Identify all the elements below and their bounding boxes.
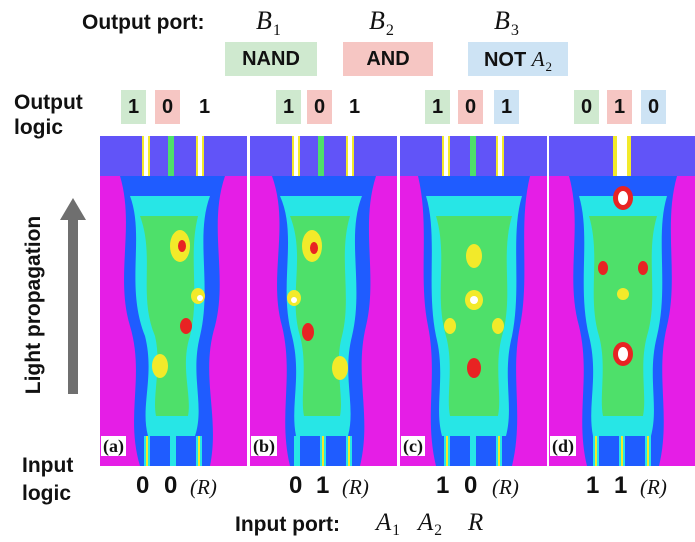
panel-d-output-bit-2: 1 <box>607 90 632 124</box>
output-port-b2: B2 <box>369 6 394 40</box>
panel-c-input-bit-2: 0 <box>464 472 478 499</box>
output-port-b2-sub: 2 <box>385 21 394 39</box>
panel-d-input-bit-2: 1 <box>614 472 628 499</box>
input-port-a1: A1 <box>376 508 400 541</box>
panel-d-input-bit-1: 1 <box>586 472 600 499</box>
output-logic-line-1: Output <box>14 91 83 114</box>
simulation-panel-a: (a) <box>100 136 247 466</box>
gate-not-prefix: NOT <box>483 49 527 71</box>
output-port-b2-name: B <box>369 6 385 35</box>
output-logic-label: Output logic <box>14 90 83 140</box>
panel-b-output-bit-3: 1 <box>348 96 361 118</box>
field-map-b <box>250 136 397 466</box>
panel-a-output-bit-2: 0 <box>155 90 180 124</box>
gate-not-var-sub: 2 <box>545 58 553 74</box>
input-port-a1-name: A <box>376 509 392 536</box>
output-port-b3-sub: 3 <box>510 21 519 39</box>
input-logic-label: Input logic <box>22 452 73 508</box>
output-port-b3: B3 <box>494 6 519 40</box>
input-port-a1-sub: 1 <box>392 522 401 540</box>
output-port-b1-name: B <box>256 6 272 35</box>
output-port-label: Output port: <box>82 11 205 34</box>
input-port-label: Input port: <box>235 513 340 536</box>
panel-a-input-bit-2: 0 <box>164 472 178 499</box>
gate-nand-badge: NAND <box>225 42 317 76</box>
panel-c-output-bit-1: 1 <box>425 90 450 124</box>
output-port-b1: B1 <box>256 6 281 40</box>
input-port-r: R <box>468 508 483 538</box>
panel-c-output-bit-3: 1 <box>494 90 519 124</box>
simulation-panel-d: (d) <box>549 136 695 466</box>
panel-b-ref-port: (R) <box>342 475 369 499</box>
field-map-d <box>549 136 695 466</box>
panel-d-ref-port: (R) <box>640 475 667 499</box>
panel-b-label: (b) <box>251 436 277 456</box>
output-port-b3-name: B <box>494 6 510 35</box>
panel-a-label: (a) <box>101 436 126 456</box>
panel-d-output-bit-1: 0 <box>574 90 599 124</box>
panel-c-output-bit-2: 0 <box>458 90 483 124</box>
input-logic-line-2: logic <box>22 482 72 505</box>
panel-b-output-bit-1: 1 <box>276 90 301 124</box>
input-port-r-name: R <box>468 509 484 536</box>
panel-b-input-bit-2: 1 <box>316 472 330 499</box>
panel-a-output-bit-3: 1 <box>198 96 211 118</box>
field-map-c <box>400 136 547 466</box>
input-port-a2-sub: 2 <box>434 522 443 540</box>
panel-c-input-bit-1: 1 <box>436 472 450 499</box>
output-port-b1-sub: 1 <box>272 21 281 39</box>
panel-c-ref-port: (R) <box>492 475 519 499</box>
output-logic-line-2: logic <box>14 116 64 139</box>
simulation-panel-c: (c) <box>400 136 547 466</box>
panel-a-ref-port: (R) <box>190 475 217 499</box>
panel-d-output-bit-3: 0 <box>641 90 666 124</box>
gate-not-var: A <box>531 47 545 71</box>
panel-c-label: (c) <box>401 436 425 456</box>
gate-not-a2-badge: NOT A2 <box>468 42 568 76</box>
input-port-a2: A2 <box>418 508 442 541</box>
light-propagation-label: Light propagation <box>22 215 45 395</box>
panel-a-output-bit-1: 1 <box>121 90 146 124</box>
gate-and-badge: AND <box>343 42 433 76</box>
panel-a-input-bit-1: 0 <box>136 472 150 499</box>
panel-b-input-bit-1: 0 <box>289 472 303 499</box>
field-map-a <box>100 136 247 466</box>
propagation-arrow-icon <box>60 198 86 394</box>
panel-d-label: (d) <box>550 436 576 456</box>
simulation-panel-b: (b) <box>250 136 397 466</box>
panel-b-output-bit-2: 0 <box>307 90 332 124</box>
input-port-a2-name: A <box>418 509 434 536</box>
input-logic-line-1: Input <box>22 454 74 477</box>
